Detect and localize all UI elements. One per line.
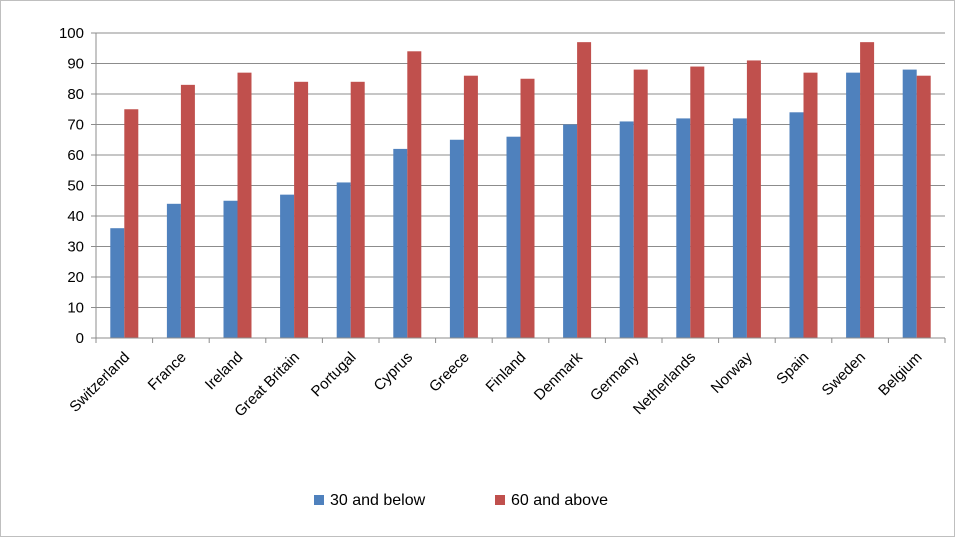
y-tick-label: 30 [67, 239, 84, 256]
x-tick-label: Ireland [202, 349, 246, 393]
bar-series2 [294, 81, 309, 339]
bar-series2 [237, 72, 252, 339]
x-tick-label: Portugal [308, 349, 360, 401]
x-tick-label: Denmark [531, 348, 586, 403]
x-tick-label: Finland [483, 349, 530, 396]
y-tick-label: 90 [67, 56, 84, 73]
x-tick-label: Sweden [819, 349, 869, 399]
y-tick-label: 0 [76, 330, 84, 347]
bar-series2 [746, 60, 761, 338]
bar-series1 [449, 139, 464, 338]
bar-series1 [166, 203, 181, 338]
bar-series2 [407, 51, 422, 339]
bar-series2 [463, 75, 478, 338]
y-tick-label: 20 [67, 269, 84, 286]
legend-label: 30 and below [330, 492, 426, 509]
y-tick-label: 40 [67, 208, 84, 225]
x-tick-label: Germany [587, 348, 643, 404]
bar-series1 [676, 118, 691, 339]
bar-series2 [577, 42, 592, 339]
x-tick-label: Spain [773, 349, 812, 388]
bar-series1 [732, 118, 747, 339]
bar-series1 [280, 194, 295, 338]
x-tick-label: Switzerland [66, 349, 133, 416]
x-tick-label: Norway [708, 348, 756, 396]
y-tick-label: 70 [67, 117, 84, 134]
bar-series2 [520, 78, 535, 338]
legend-swatch [314, 495, 324, 505]
bar-series1 [110, 228, 125, 338]
bar-series1 [902, 69, 917, 338]
bar-series1 [223, 200, 238, 338]
x-tick-label: Greece [426, 349, 473, 396]
bar-series2 [916, 75, 931, 338]
bar-series2 [860, 42, 875, 339]
y-tick-label: 100 [59, 25, 84, 42]
bar-series1 [619, 121, 634, 338]
y-tick-label: 80 [67, 86, 84, 103]
bar-series1 [563, 124, 578, 338]
x-tick-label: France [145, 349, 190, 394]
bar-series1 [336, 182, 351, 338]
y-tick-label: 50 [67, 178, 84, 195]
bar-series1 [846, 72, 861, 339]
x-tick-label: Cyprus [371, 349, 417, 395]
bar-series1 [789, 112, 804, 338]
x-tick-label: Belgium [875, 349, 925, 399]
y-tick-label: 10 [67, 300, 84, 317]
bar-series2 [633, 69, 648, 338]
bar-series2 [350, 81, 365, 339]
bar-series1 [393, 148, 408, 338]
bar-series2 [803, 72, 818, 339]
bar-series2 [180, 84, 195, 338]
bar-series1 [506, 136, 521, 338]
legend-swatch [495, 495, 505, 505]
y-tick-label: 60 [67, 147, 84, 164]
legend-label: 60 and above [511, 492, 608, 509]
bar-series2 [124, 109, 139, 338]
bar-series2 [690, 66, 705, 339]
